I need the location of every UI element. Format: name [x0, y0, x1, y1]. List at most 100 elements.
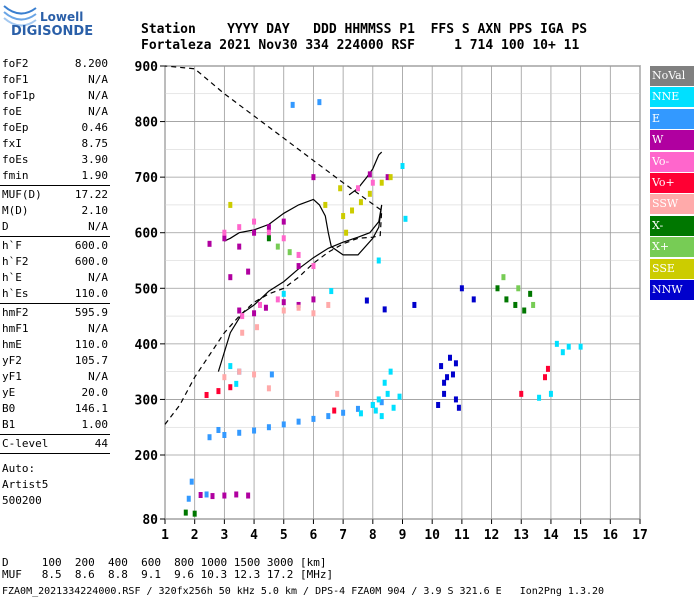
echo-point-w: [198, 492, 203, 498]
param-label: foEp: [2, 121, 29, 134]
param-label: fxI: [2, 137, 22, 150]
echo-point-nne: [566, 343, 571, 350]
echo-point-nnw: [471, 296, 476, 303]
echo-point-nne: [358, 410, 363, 417]
y-tick-label: 900: [135, 60, 159, 75]
param-separator: [0, 434, 110, 435]
legend-item-sse: SSE: [650, 258, 694, 279]
echo-point-sse: [350, 207, 355, 214]
param-label: h`Es: [2, 287, 29, 300]
echo-point-sse: [379, 179, 384, 186]
echo-point-ssw: [222, 374, 227, 381]
echo-point-nnw: [382, 306, 387, 313]
echo-point-sse: [228, 201, 233, 208]
echo-point-x-: [183, 509, 188, 516]
x-tick-label: 7: [339, 528, 347, 543]
param-label: hmE: [2, 338, 22, 351]
echo-point-x-: [516, 285, 521, 292]
echo-point-w: [237, 243, 242, 250]
echo-point-vo-: [332, 407, 337, 414]
legend-item-ssw: SSW: [650, 194, 694, 215]
echo-point-ssw: [296, 304, 301, 311]
echo-point-e: [379, 399, 384, 406]
echo-point-vo-: [252, 218, 257, 225]
footer-table: D 100 200 400 600 800 1000 1500 3000 [km…: [2, 557, 333, 581]
echo-point-nne: [329, 288, 334, 295]
param-row: B1 1.00: [0, 417, 110, 433]
echo-point-nnw: [439, 363, 444, 370]
echo-point-vo-: [275, 296, 280, 303]
param-value: 595.9: [74, 306, 108, 319]
echo-point-e: [269, 371, 274, 378]
param-value: N/A: [88, 370, 108, 383]
echo-point-nne: [537, 394, 542, 401]
param-row: foF2 8.200: [0, 56, 110, 72]
echo-point-vo-: [370, 179, 375, 186]
param-value: 1.90: [81, 169, 109, 182]
echo-point-ssw: [237, 368, 242, 375]
param-row: hmF1 N/A: [0, 321, 110, 337]
echo-point-vo-: [258, 301, 262, 308]
param-value: 110.0: [74, 287, 108, 300]
header-values: Fortaleza 2021 Nov30 334 224000 RSF 1 71…: [141, 38, 580, 53]
y-tick-label: 300: [135, 393, 159, 408]
echo-point-e: [341, 409, 346, 416]
echo-point-nne: [388, 368, 393, 375]
param-label: fmin: [2, 169, 29, 182]
echo-point-nnw: [453, 396, 458, 403]
param-row: hmF2 595.9: [0, 305, 110, 321]
param-separator: [0, 185, 110, 186]
param-label: hmF1: [2, 322, 29, 335]
echo-point-w: [252, 229, 257, 236]
param-value: 3.90: [81, 153, 109, 166]
param-value: 17.22: [74, 188, 108, 201]
logo-digisonde-text: DIGISONDE: [11, 24, 94, 39]
param-label: MUF(D): [2, 188, 42, 201]
footer-distance-row: D 100 200 400 600 800 1000 1500 3000 [km…: [2, 556, 327, 569]
param-label: M(D): [2, 204, 29, 217]
param-label: h`F2: [2, 255, 29, 268]
echo-point-nne: [379, 413, 384, 420]
echo-point-vo-: [355, 185, 360, 192]
echo-point-nne: [578, 343, 583, 350]
echo-point-w: [246, 492, 251, 499]
echo-point-nnw: [445, 374, 450, 381]
param-value: N/A: [88, 105, 108, 118]
param-label: h`E: [2, 271, 22, 284]
echo-point-e: [252, 427, 257, 434]
echo-point-nnw: [453, 360, 458, 367]
echo-point-nne: [376, 257, 381, 264]
echo-point-x-: [531, 301, 536, 308]
echo-point-e: [204, 491, 209, 498]
y-tick-label: 80: [142, 513, 158, 528]
header-labels: Station YYYY DAY DDD HHMMSS P1 FFS S AXN…: [141, 22, 588, 37]
param-value: N/A: [88, 322, 108, 335]
param-row: h`F 600.0: [0, 238, 110, 254]
param-separator: [0, 453, 110, 454]
echo-point-sse: [341, 213, 346, 220]
param-value: 2.10: [81, 204, 109, 217]
autoscaling-info: 500200: [2, 494, 42, 507]
echo-point-e: [189, 478, 194, 485]
echo-point-nne: [385, 390, 390, 397]
param-value: 8.200: [74, 57, 108, 70]
echo-point-e: [326, 413, 331, 420]
echo-point-x-: [287, 249, 292, 256]
param-value: 146.1: [74, 402, 108, 415]
param-value: 1.00: [81, 418, 109, 431]
echo-point-e: [207, 434, 212, 441]
echo-point-x-: [522, 307, 527, 314]
y-tick-label: 800: [135, 116, 159, 131]
echo-point-x-: [275, 243, 280, 250]
echo-point-e: [266, 424, 271, 431]
legend-item-x-: X+: [650, 237, 694, 258]
echo-point-w: [296, 263, 301, 270]
param-value: 8.75: [81, 137, 109, 150]
x-tick-label: 14: [543, 528, 559, 543]
ionogram-chart: 1 2 3 4 5 6 7 8 9 10 11 12 13 14 15 16 17802003004005006…: [135, 60, 648, 543]
echo-point-w: [367, 171, 372, 178]
param-row: h`F2 600.0: [0, 254, 110, 270]
x-tick-label: 3: [220, 528, 228, 543]
param-row: h`E N/A: [0, 270, 110, 286]
param-label: B1: [2, 418, 16, 431]
